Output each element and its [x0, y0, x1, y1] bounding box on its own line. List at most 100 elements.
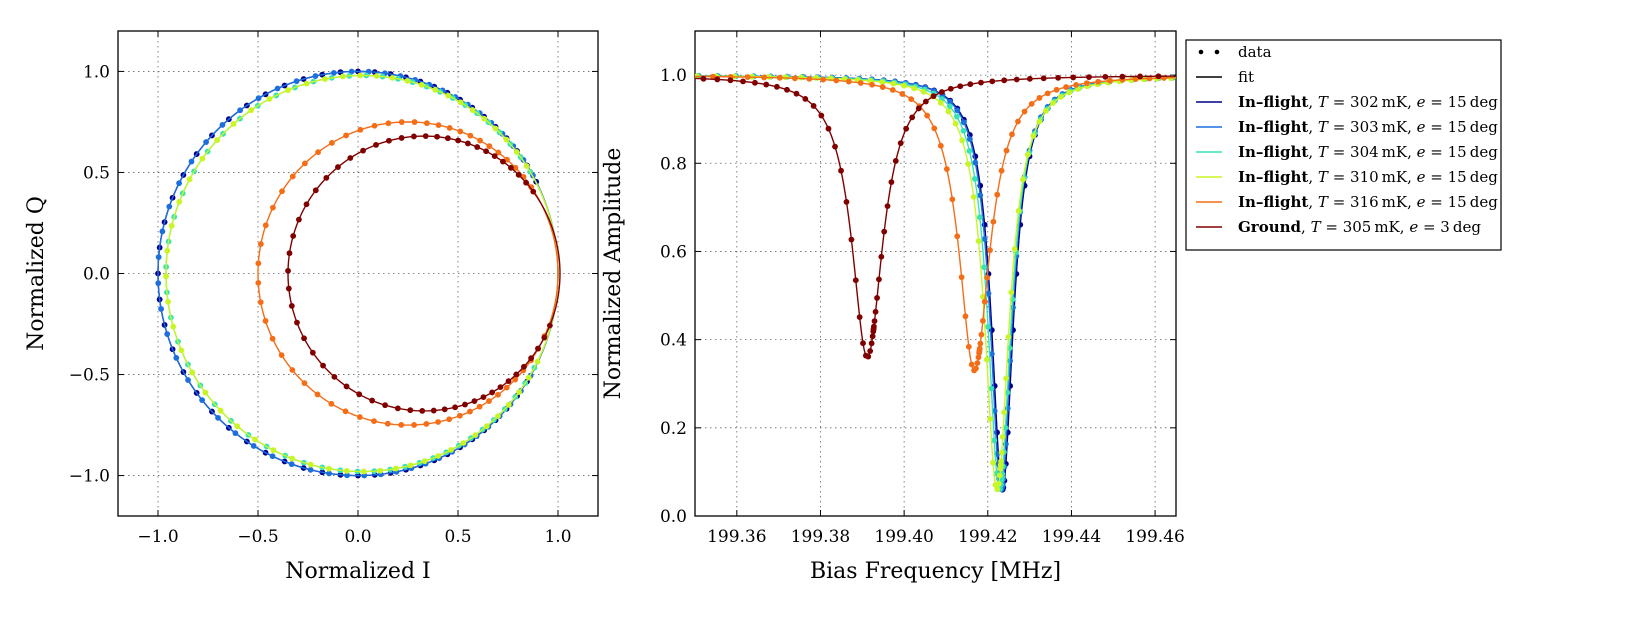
iq-data-point: [331, 373, 338, 380]
iq-data-point: [185, 377, 191, 383]
iq-data-point: [155, 280, 162, 287]
iq-data-point: [483, 148, 489, 155]
iq-data-point: [274, 85, 281, 92]
amp-data-point: [820, 76, 827, 83]
legend-temp-value: = 310: [1328, 168, 1382, 186]
amp-data-point: [968, 361, 975, 368]
iq-data-point: [320, 362, 326, 369]
amp-data-point: [954, 107, 961, 114]
iq-data-point: [203, 139, 209, 145]
iq-data-point: [159, 228, 166, 235]
iq-data-point: [377, 467, 384, 474]
iq-data-point: [457, 99, 464, 106]
amp-data-point: [700, 75, 707, 82]
amp-data-point: [1026, 75, 1033, 82]
iq-data-point: [464, 140, 471, 147]
iq-data-point: [328, 140, 335, 146]
iq-data-point: [373, 142, 379, 148]
amp-data-point: [970, 193, 977, 200]
amp-data-points: [695, 72, 1176, 493]
iq-data-point: [472, 432, 479, 439]
amp-data-point: [881, 228, 888, 235]
amp-data-point: [999, 434, 1006, 440]
iq-data-point: [165, 298, 171, 305]
iq-data-point: [423, 421, 430, 427]
iq-data-point: [404, 77, 411, 84]
amp-data-point: [1086, 74, 1092, 81]
iq-data-point: [266, 96, 273, 102]
iq-data-point: [214, 137, 221, 143]
legend-label-fit: fit: [1238, 68, 1254, 86]
iq-data-point: [432, 86, 439, 93]
iq-data-point: [528, 184, 535, 191]
amp-data-point: [966, 148, 973, 154]
iq-data-point: [293, 78, 300, 85]
amp-data-point: [869, 81, 875, 88]
legend-temp-symbol: T: [1318, 118, 1329, 136]
amp-data-point: [994, 191, 1001, 198]
legend-temp-unit: mK: [1382, 118, 1408, 136]
iq-data-point: [294, 319, 300, 326]
iq-data-point: [455, 137, 462, 144]
amp-y-tick-label: 0.0: [660, 507, 687, 527]
iq-fit-line: [157, 70, 559, 477]
iq-data-point: [491, 153, 498, 159]
amp-data-points: [710, 73, 1167, 374]
iq-data-point: [285, 267, 291, 274]
iq-data-point: [456, 412, 463, 419]
legend-elev-unit: deg: [1470, 168, 1498, 186]
amp-data-point: [1042, 108, 1049, 114]
iq-data-point: [435, 122, 442, 129]
legend-prefix: Ground: [1238, 218, 1302, 236]
amp-data-point: [987, 247, 993, 254]
iq-data-point: [188, 158, 195, 165]
iq-data-point: [446, 416, 453, 423]
iq-data-point: [480, 394, 487, 400]
iq-data-point: [434, 133, 440, 140]
legend-sep: ,: [1308, 118, 1318, 136]
iq-data-point: [326, 465, 332, 472]
legend-label: In–flight, T = 304 mK, e = 15 deg: [1238, 143, 1498, 161]
iq-data-point: [411, 119, 418, 125]
iq-data-points: [155, 68, 540, 479]
iq-grid: [118, 31, 598, 516]
iq-data-point: [252, 436, 258, 443]
iq-data-point: [534, 358, 541, 365]
iq-data-point: [344, 472, 350, 479]
iq-data-point: [392, 465, 399, 472]
amp-data-point: [937, 99, 944, 106]
legend-temp-value: = 304: [1328, 143, 1382, 161]
iq-data-point: [523, 163, 530, 169]
iq-data-point: [385, 120, 392, 127]
legend-elev-value: = 15: [1426, 118, 1470, 136]
amp-data-point: [1003, 147, 1010, 154]
iq-data-point: [342, 408, 349, 415]
iq-data-point: [398, 135, 405, 141]
iq-data-point: [348, 68, 355, 75]
legend-elev-unit: deg: [1470, 118, 1498, 136]
amp-data-point: [996, 472, 1003, 479]
iq-data-point: [508, 164, 514, 171]
amp-data-point: [806, 75, 813, 82]
legend-prefix: In–flight: [1238, 93, 1308, 111]
iq-data-point: [330, 70, 337, 76]
iq-data-point: [158, 306, 165, 312]
iq-data-point: [219, 122, 226, 128]
amp-data-point: [878, 253, 885, 260]
iq-data-point: [435, 419, 441, 425]
iq-data-point: [163, 273, 169, 280]
iq-data-point: [303, 201, 310, 208]
legend-temp-symbol: T: [1311, 218, 1322, 236]
iq-data-point: [497, 384, 504, 391]
amp-data-point: [960, 119, 967, 126]
iq-y-tick-label: −1.0: [69, 467, 110, 487]
legend-sep: ,: [1308, 168, 1318, 186]
amp-data-point: [903, 125, 910, 132]
iq-data-point: [486, 143, 493, 150]
amp-data-point: [833, 77, 840, 84]
amp-data-point: [967, 81, 974, 88]
iq-data-point: [255, 279, 262, 286]
amp-data-point: [937, 142, 944, 149]
amp-data-point: [1132, 76, 1139, 82]
